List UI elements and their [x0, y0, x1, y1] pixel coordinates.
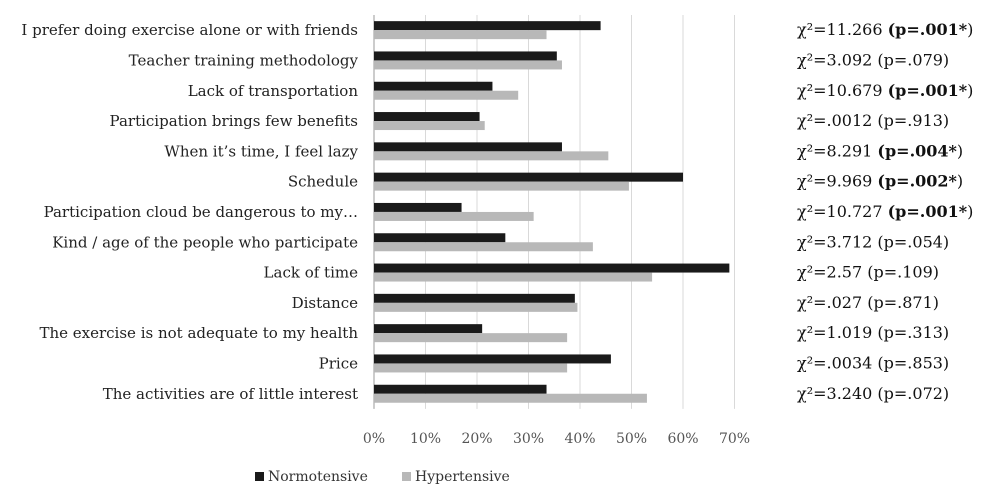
bar-hypertensive — [374, 272, 653, 282]
category-label: Price — [319, 354, 358, 372]
bar-normotensive — [374, 233, 506, 243]
bar-hypertensive — [374, 302, 578, 312]
bar-hypertensive — [374, 242, 593, 252]
bar-hypertensive — [374, 211, 534, 221]
bar-hypertensive — [374, 90, 519, 100]
x-tick-label: 40% — [564, 431, 595, 447]
category-label: Participation brings few benefits — [110, 112, 358, 130]
bar-hypertensive — [374, 333, 568, 343]
category-labels: I prefer doing exercise alone or with fr… — [21, 21, 358, 403]
bars-group — [374, 21, 730, 403]
bar-hypertensive — [374, 121, 485, 131]
chi-square-label: χ²=3.092 (p=.079) — [797, 50, 949, 69]
category-label: Kind / age of the people who participate — [52, 233, 358, 251]
category-label: Lack of time — [264, 264, 359, 282]
bar-hypertensive — [374, 393, 647, 403]
x-tick-label: 50% — [616, 431, 647, 447]
x-tick-label: 0% — [363, 431, 385, 447]
legend-label-hypertensive: Hypertensive — [415, 469, 510, 485]
x-tick-label: 20% — [461, 431, 492, 447]
legend-swatch-normotensive — [255, 472, 264, 481]
bar-hypertensive — [374, 151, 609, 161]
category-label: Lack of transportation — [188, 82, 359, 100]
bar-normotensive — [374, 384, 547, 394]
legend-label-normotensive: Normotensive — [268, 469, 368, 485]
x-tick-label: 10% — [410, 431, 441, 447]
category-label: Teacher training methodology — [129, 51, 359, 69]
bar-normotensive — [374, 21, 601, 31]
bar-normotensive — [374, 202, 462, 212]
chi-square-label: χ²=10.679 (p=.001*) — [797, 81, 973, 100]
x-tick-label: 70% — [719, 431, 750, 447]
category-label: Participation cloud be dangerous to my… — [44, 203, 358, 221]
bar-normotensive — [374, 172, 683, 182]
x-tick-label: 60% — [667, 431, 698, 447]
chi-square-label: χ²=2.57 (p=.109) — [797, 263, 939, 282]
bar-normotensive — [374, 324, 483, 334]
bar-normotensive — [374, 354, 611, 364]
chi-square-label: χ²=.027 (p=.871) — [797, 293, 939, 312]
category-label: The activities are of little interest — [103, 385, 358, 403]
bar-hypertensive — [374, 60, 562, 70]
chi-square-label: χ²=9.969 (p=.002*) — [797, 172, 963, 191]
bar-normotensive — [374, 81, 493, 91]
category-label: When it’s time, I feel lazy — [164, 142, 358, 160]
category-label: The exercise is not adequate to my healt… — [39, 324, 358, 342]
x-tick-label: 30% — [513, 431, 544, 447]
legend: Normotensive Hypertensive — [255, 469, 510, 485]
category-label: Distance — [292, 294, 359, 312]
bar-hypertensive — [374, 30, 547, 40]
chi-square-label: χ²=.0012 (p=.913) — [797, 111, 949, 130]
bar-normotensive — [374, 293, 575, 303]
chi-square-label: χ²=8.291 (p=.004*) — [797, 141, 963, 160]
chi-square-label: χ²=3.240 (p=.072) — [797, 384, 949, 403]
statistics-labels: χ²=11.266 (p=.001*) χ²=3.092 (p=.079) χ²=1… — [797, 20, 973, 403]
bar-normotensive — [374, 263, 730, 273]
bar-normotensive — [374, 112, 480, 122]
chi-square-label: χ²=.0034 (p=.853) — [797, 353, 949, 372]
x-tick-labels: 0% 10% 20% 30% 40% 50% 60% 70% — [363, 431, 750, 447]
bar-normotensive — [374, 142, 562, 152]
category-label: Schedule — [288, 173, 358, 191]
bar-normotensive — [374, 51, 557, 61]
legend-swatch-hypertensive — [402, 472, 411, 481]
bar-hypertensive — [374, 181, 629, 191]
chi-square-label: χ²=1.019 (p=.313) — [797, 323, 949, 342]
chi-square-label: χ²=10.727 (p=.001*) — [797, 202, 973, 221]
chi-square-label: χ²=11.266 (p=.001*) — [797, 20, 973, 39]
bar-hypertensive — [374, 363, 568, 373]
chi-square-label: χ²=3.712 (p=.054) — [797, 232, 949, 251]
category-label: I prefer doing exercise alone or with fr… — [21, 21, 358, 39]
